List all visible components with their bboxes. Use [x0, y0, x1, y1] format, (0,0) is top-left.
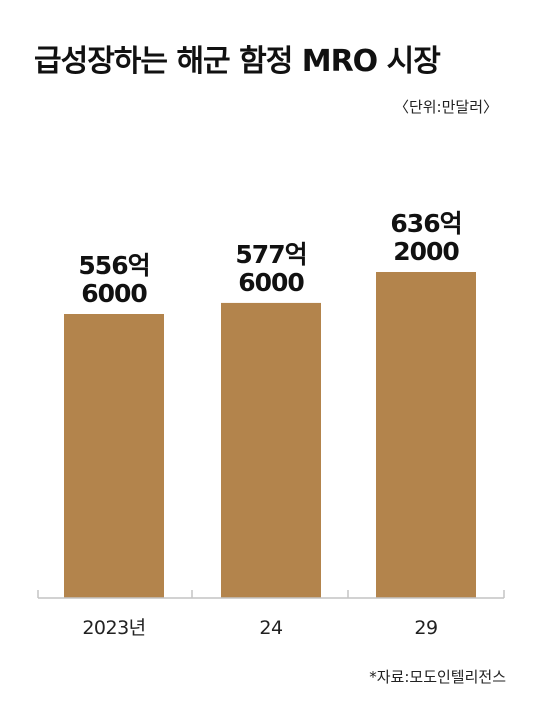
data-label: 556억 6000 — [78, 251, 149, 308]
data-label: 636억 2000 — [390, 209, 461, 266]
bar — [64, 314, 164, 598]
source-label: *자료:모도인텔리전스 — [369, 668, 506, 686]
bars-layer — [64, 272, 476, 598]
x-tick-label: 2023년 — [82, 617, 145, 639]
chart-title: 급성장하는 해군 함정 MRO 시장 — [34, 44, 441, 79]
bar — [376, 272, 476, 598]
bar — [221, 302, 321, 598]
x-tick-label: 29 — [414, 617, 437, 639]
data-label: 577억 6000 — [235, 240, 306, 297]
unit-label: 〈단위:만달러〉 — [393, 98, 498, 116]
x-tick-label: 24 — [259, 617, 283, 639]
x-axis — [37, 590, 505, 599]
labels-layer: 556억 6000 2023년 577억 6000 24 636억 2000 29 — [78, 209, 462, 639]
